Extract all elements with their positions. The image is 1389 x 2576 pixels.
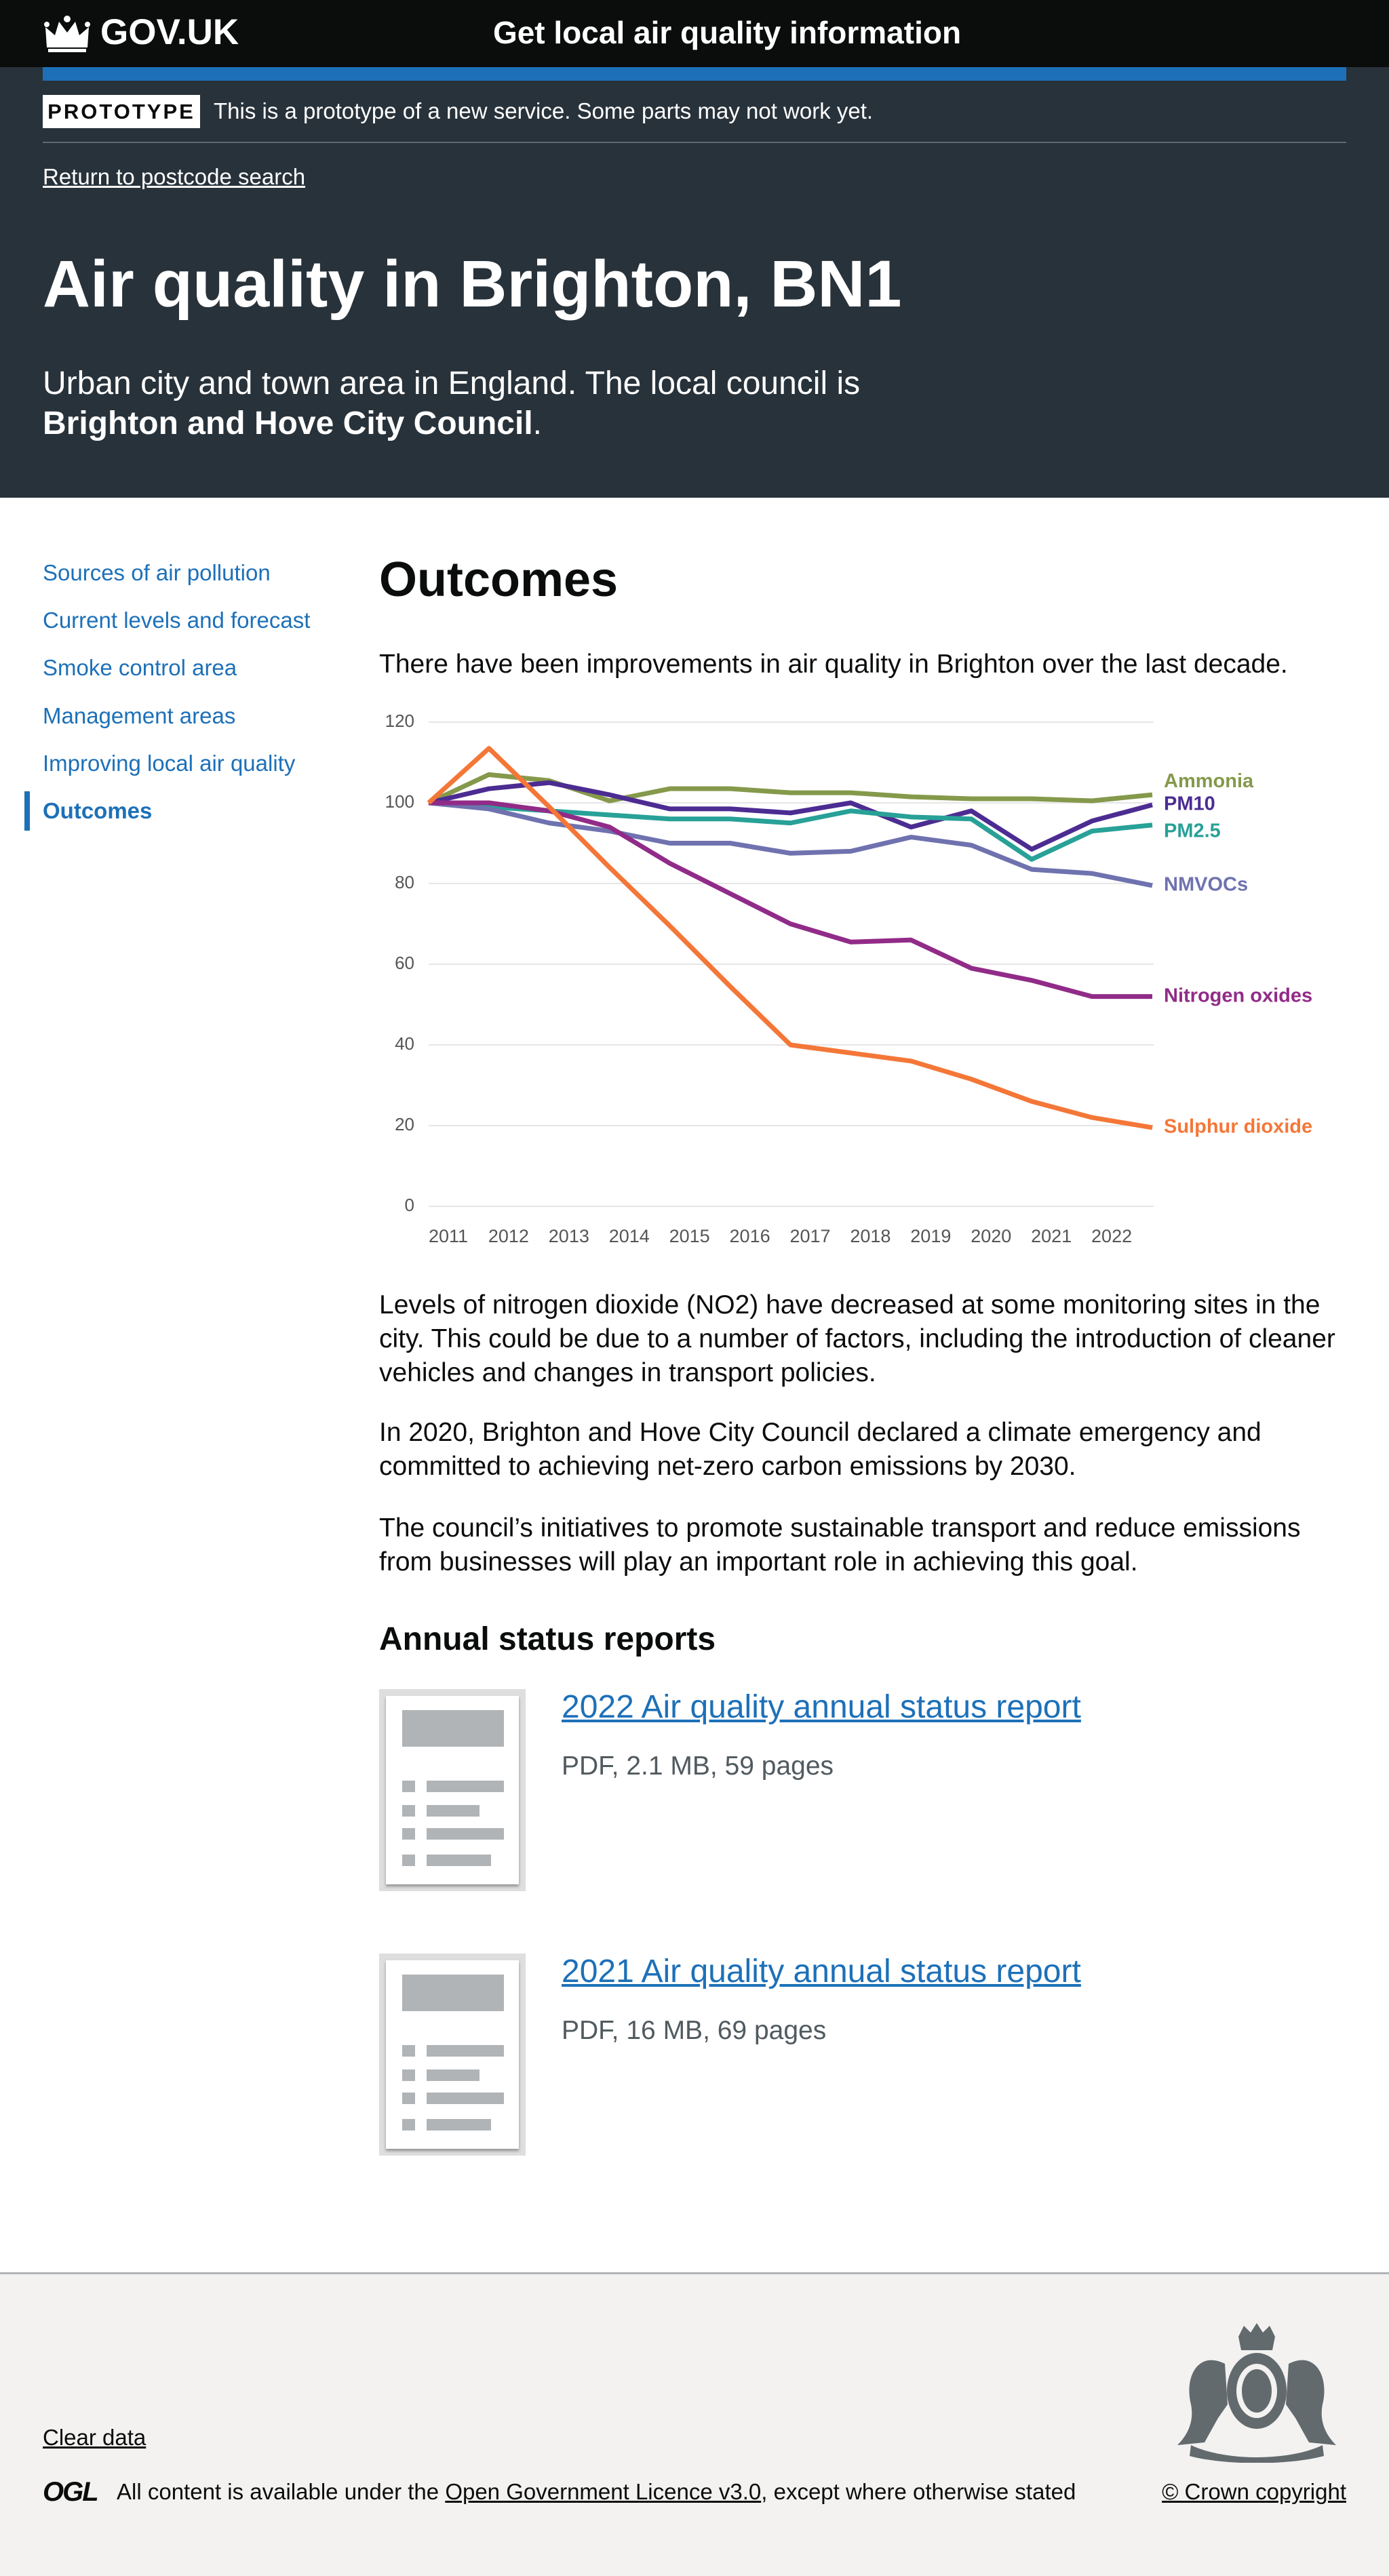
description-end: . <box>532 405 543 441</box>
line-label: Nitrogen oxides <box>1164 985 1312 1006</box>
report-meta: PDF, 16 MB, 69 pages <box>562 2016 827 2045</box>
y-tick-label: 60 <box>395 953 414 973</box>
clear-data-link[interactable]: Clear data <box>43 2425 146 2450</box>
section-heading: Outcomes <box>379 553 619 607</box>
licence-text: All content is available under the Open … <box>117 2478 1076 2505</box>
ogl-logo: OGL <box>43 2477 99 2507</box>
x-tick-label: 2014 <box>609 1226 650 1246</box>
description-text: Urban city and town area in England. The… <box>43 365 861 401</box>
data-line <box>428 800 1153 888</box>
y-tick-label: 100 <box>385 791 414 812</box>
banner-divider <box>43 142 1346 143</box>
line-label: Ammonia <box>1164 770 1254 792</box>
report-meta: PDF, 2.1 MB, 59 pages <box>562 1751 834 1781</box>
report-link[interactable]: 2022 Air quality annual status report <box>562 1689 1081 1725</box>
y-tick-label: 120 <box>385 711 414 731</box>
x-tick-label: 2020 <box>971 1226 1011 1246</box>
nav-link-active[interactable]: Outcomes <box>43 798 153 823</box>
data-line <box>427 746 1153 1130</box>
line-label: PM10 <box>1164 793 1215 815</box>
nav-link[interactable]: Current levels and forecast <box>43 608 311 633</box>
council-name: Brighton and Hove City Council <box>43 405 533 441</box>
x-tick-label: 2021 <box>1031 1226 1072 1246</box>
govuk-logo[interactable]: GOV.UK <box>100 12 239 52</box>
body-paragraph: In 2020, Brighton and Hove City Council … <box>379 1418 1261 1481</box>
line-label: Sulphur dioxide <box>1164 1116 1312 1138</box>
royal-crest <box>1177 2323 1336 2463</box>
crown-logo <box>44 16 90 52</box>
data-line <box>428 780 1153 852</box>
back-link[interactable]: Return to postcode search <box>43 164 306 189</box>
x-tick-label: 2012 <box>488 1226 529 1246</box>
x-tick-label: 2019 <box>910 1226 951 1246</box>
document-thumbnail <box>379 1954 526 2156</box>
nav-link[interactable]: Management areas <box>43 703 236 728</box>
licence-suffix: , except where otherwise stated <box>761 2479 1076 2504</box>
body-paragraph: Levels of nitrogen dioxide (NO2) have de… <box>379 1290 1335 1387</box>
body-paragraph: The council’s initiatives to promote sus… <box>379 1513 1301 1577</box>
hero-panel <box>0 67 1389 498</box>
y-tick-label: 0 <box>405 1195 414 1215</box>
phase-banner-text: This is a prototype of a new service. So… <box>214 98 874 123</box>
service-name[interactable]: Get local air quality information <box>492 15 962 50</box>
x-tick-label: 2016 <box>730 1226 770 1246</box>
phase-tag: PROTOTYPE <box>43 95 200 128</box>
nav-active-marker <box>24 791 30 831</box>
hero-description: Urban city and town area in England. The… <box>43 363 924 443</box>
x-tick-label: 2018 <box>850 1226 891 1246</box>
x-tick-label: 2022 <box>1091 1226 1132 1246</box>
x-tick-label: 2013 <box>549 1226 589 1246</box>
copyright-link[interactable]: © Crown copyright <box>1162 2479 1346 2504</box>
nav-link[interactable]: Sources of air pollution <box>43 560 271 585</box>
x-tick-label: 2017 <box>789 1226 830 1246</box>
x-tick-label: 2011 <box>429 1226 468 1246</box>
report-link[interactable]: 2021 Air quality annual status report <box>562 1954 1081 1989</box>
header-bar <box>0 0 1389 67</box>
y-tick-label: 20 <box>395 1114 414 1134</box>
x-tick-label: 2015 <box>669 1226 710 1246</box>
page-title: Air quality in Brighton, BN1 <box>43 247 902 321</box>
reports-heading: Annual status reports <box>379 1621 716 1657</box>
intro-paragraph: There have been improvements in air qual… <box>379 650 1288 679</box>
nav-link[interactable]: Improving local air quality <box>43 751 296 776</box>
y-tick-label: 80 <box>395 872 414 892</box>
licence-link[interactable]: Open Government Licence v3.0 <box>445 2479 762 2504</box>
data-line <box>427 772 1153 806</box>
line-label: NMVOCs <box>1164 874 1248 896</box>
document-thumbnail <box>379 1689 526 1891</box>
line-label: PM2.5 <box>1164 820 1221 841</box>
y-tick-label: 40 <box>395 1033 414 1054</box>
nav-link[interactable]: Smoke control area <box>43 655 237 680</box>
licence-prefix: All content is available under the <box>117 2479 446 2504</box>
footer <box>0 2272 1389 2576</box>
line-chart: 0 20 40 60 80 100 120 2011 2012 2013 2014 2015 2016 2… <box>385 711 1313 1246</box>
data-line <box>429 800 1152 999</box>
header-underline <box>43 67 1346 81</box>
